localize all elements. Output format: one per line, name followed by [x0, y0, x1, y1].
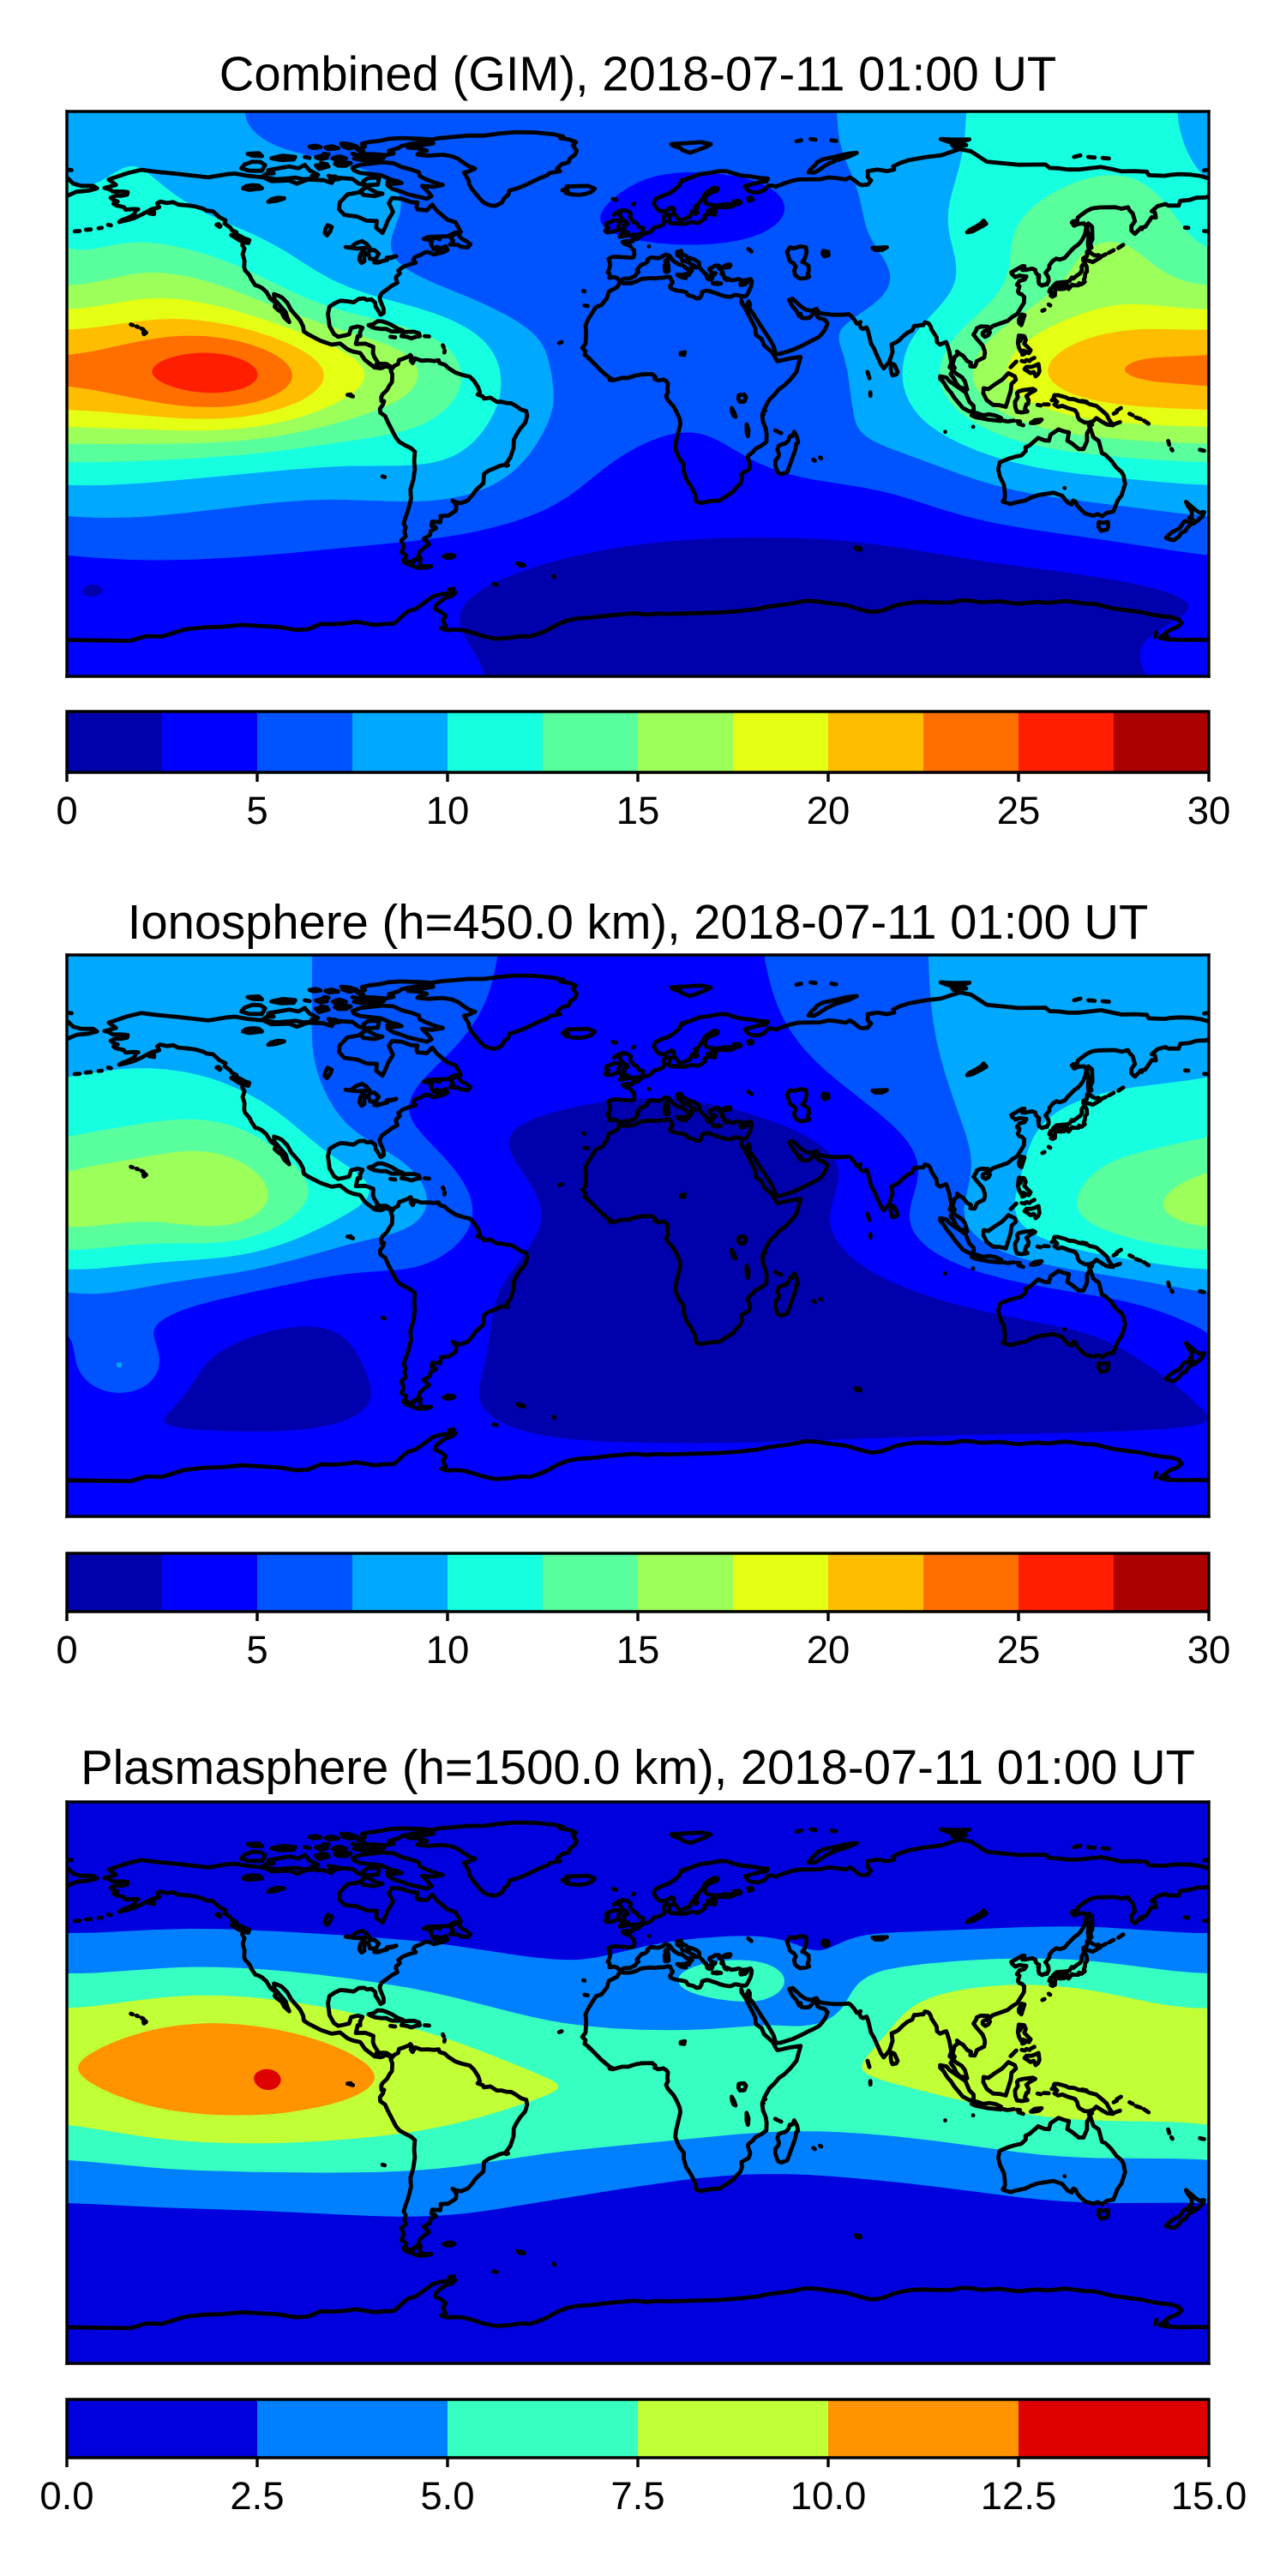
svg-text:10.0: 10.0	[790, 2474, 867, 2518]
svg-text:5: 5	[246, 789, 267, 832]
svg-text:10: 10	[426, 789, 470, 832]
svg-text:12.5: 12.5	[981, 2474, 1057, 2518]
svg-text:0.0: 0.0	[39, 2474, 93, 2518]
svg-text:10: 10	[426, 1628, 470, 1672]
svg-text:7.5: 7.5	[610, 2474, 664, 2518]
svg-text:15: 15	[616, 1628, 660, 1672]
svg-text:5: 5	[246, 1628, 267, 1672]
svg-text:2.5: 2.5	[230, 2474, 284, 2518]
svg-text:Ionosphere (h=450.0 km), 2018-: Ionosphere (h=450.0 km), 2018-07-11 01:0…	[128, 895, 1149, 949]
svg-text:20: 20	[807, 789, 850, 832]
svg-text:25: 25	[997, 1628, 1041, 1672]
svg-text:30: 30	[1187, 789, 1231, 832]
svg-text:0: 0	[56, 789, 77, 832]
svg-text:15: 15	[616, 789, 660, 832]
svg-text:30: 30	[1187, 1628, 1231, 1672]
svg-text:20: 20	[807, 1628, 850, 1672]
svg-text:Combined (GIM), 2018-07-11 01:: Combined (GIM), 2018-07-11 01:00 UT	[219, 46, 1056, 100]
svg-text:25: 25	[997, 789, 1041, 832]
svg-text:0: 0	[56, 1628, 77, 1672]
svg-text:15.0: 15.0	[1171, 2474, 1247, 2518]
svg-text:Plasmasphere (h=1500.0 km), 20: Plasmasphere (h=1500.0 km), 2018-07-11 0…	[81, 1740, 1195, 1794]
svg-text:5.0: 5.0	[420, 2474, 474, 2518]
